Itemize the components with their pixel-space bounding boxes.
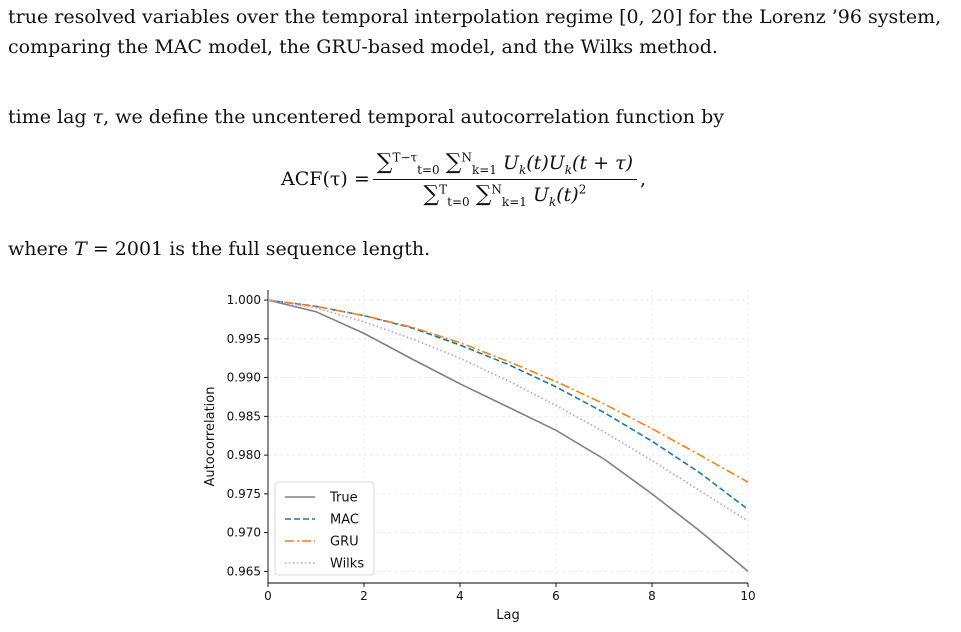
text-segment: time lag <box>8 106 93 128</box>
text-segment: = 2001 is the full sequence length. <box>86 238 431 260</box>
text-segment: , we define the uncentered temporal auto… <box>103 106 724 128</box>
tau-symbol: τ <box>92 106 104 128</box>
t-arg: (t) <box>526 152 549 174</box>
sum-symbol: ∑ <box>475 181 492 207</box>
legend-box <box>274 481 375 576</box>
y-tick-label: 0.975 <box>227 487 261 501</box>
sum-lower: t=0 <box>447 194 470 209</box>
y-tick-label: 0.990 <box>227 371 261 385</box>
sum-lower: k=1 <box>501 194 527 209</box>
k-index: k <box>564 162 573 177</box>
sum-lower: t=0 <box>417 162 440 177</box>
y-tick-label: 0.980 <box>227 448 261 462</box>
y-tick-label: 0.995 <box>227 332 261 346</box>
acf-line-chart: 0 2 4 6 8 10 0.965 0.970 0.975 0.980 0.985 0.990 0.9… <box>203 290 756 623</box>
sum-upper: T−τ <box>392 150 418 165</box>
square-exponent: 2 <box>578 182 587 197</box>
text-line: true resolved variables over the tempora… <box>8 6 942 28</box>
t-arg: (t) <box>556 183 579 206</box>
x-tick-label: 4 <box>456 589 464 603</box>
sum-upper: N <box>491 182 502 197</box>
y-tick-label: 0.965 <box>227 564 261 578</box>
x-tick-label: 10 <box>740 589 755 603</box>
equation-numerator: ∑T−τt=0 ∑Nk=1 Uk(t)Uk(t + τ) <box>372 150 638 180</box>
sum-lower: k=1 <box>471 162 497 177</box>
series-line-mac <box>267 299 749 511</box>
k-index: k <box>518 162 527 177</box>
t-tau-arg: (t + τ) <box>572 152 634 174</box>
paragraph-line: comparing the MAC model, the GRU-based m… <box>8 33 718 61</box>
sum-upper: N <box>461 150 472 165</box>
paragraph-line: time lag τ, we define the uncentered tem… <box>8 103 724 131</box>
t-symbol: T <box>74 238 87 260</box>
y-tick-label: 0.970 <box>227 526 261 540</box>
text-segment: where <box>8 238 75 260</box>
sum-symbol: ∑ <box>376 150 393 175</box>
x-tick-label: 8 <box>648 589 656 603</box>
k-index: k <box>548 194 557 209</box>
legend-label-mac: MAC <box>330 513 359 528</box>
u-symbol: U <box>548 152 565 174</box>
u-symbol: U <box>532 183 549 206</box>
sum-upper: T <box>439 182 448 197</box>
x-tick-label: 0 <box>264 589 272 603</box>
sum-symbol: ∑ <box>445 150 462 175</box>
paragraph-line: where T = 2001 is the full sequence leng… <box>8 235 430 263</box>
series-line-gru <box>267 299 749 483</box>
legend-label-gru: GRU <box>330 535 359 550</box>
equation-denominator: ∑Tt=0 ∑Nk=1 Uk(t)2 <box>419 180 590 209</box>
sum-symbol: ∑ <box>423 181 440 207</box>
equation-fraction: ∑T−τt=0 ∑Nk=1 Uk(t)Uk(t + τ) ∑Tt=0 ∑Nk=1… <box>372 150 638 209</box>
y-tick-label: 1.000 <box>227 293 261 307</box>
x-tick-label: 2 <box>360 589 368 603</box>
y-tick-label: 0.985 <box>227 409 261 423</box>
equation-lhs: ACF(τ) = <box>281 168 370 191</box>
u-symbol: U <box>502 152 519 174</box>
paragraph-line: true resolved variables over the tempora… <box>8 3 941 31</box>
y-axis-label: Autocorrelation <box>203 387 218 487</box>
x-axis-label: Lag <box>496 608 519 623</box>
series-line-true <box>267 299 749 573</box>
text-line: comparing the MAC model, the GRU-based m… <box>8 36 718 58</box>
legend-label-true: True <box>329 491 358 506</box>
acf-equation: ACF(τ) = ∑T−τt=0 ∑Nk=1 Uk(t)Uk(t + τ) ∑T… <box>281 150 646 209</box>
legend-label-wilks: Wilks <box>330 557 364 572</box>
x-tick-label: 6 <box>552 589 560 603</box>
equation-comma: , <box>640 168 647 191</box>
